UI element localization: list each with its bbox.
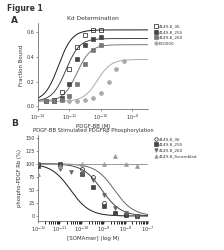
Legend: 4149-8_36, 4149-8_255, 4149-8_260, 4149-8_Scrambled: 4149-8_36, 4149-8_255, 4149-8_260, 4149-… (153, 135, 199, 160)
Title: PDGF-BB Stimulated PDGFRβ Phosphorylation: PDGF-BB Stimulated PDGFRβ Phosphorylatio… (32, 128, 153, 133)
X-axis label: PDGF-BB (M): PDGF-BB (M) (76, 124, 110, 128)
Y-axis label: phospho-PDGF Rb (%): phospho-PDGF Rb (%) (17, 149, 22, 207)
Y-axis label: Fraction Bound: Fraction Bound (19, 45, 24, 86)
Text: Figure 1: Figure 1 (7, 4, 43, 13)
X-axis label: [SOMAmer] (log M): [SOMAmer] (log M) (67, 236, 119, 241)
Text: A: A (11, 16, 18, 25)
Title: Kd Determination: Kd Determination (67, 16, 119, 21)
Legend: 4149-8_36, 4149-8_255, 4149-8_260, E10000: 4149-8_36, 4149-8_255, 4149-8_260, E1000… (153, 23, 185, 47)
Text: B: B (11, 119, 18, 128)
